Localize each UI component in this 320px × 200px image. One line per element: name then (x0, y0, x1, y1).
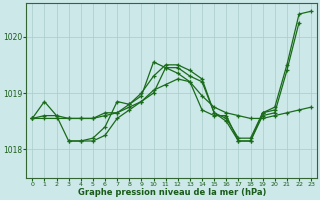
X-axis label: Graphe pression niveau de la mer (hPa): Graphe pression niveau de la mer (hPa) (77, 188, 266, 197)
